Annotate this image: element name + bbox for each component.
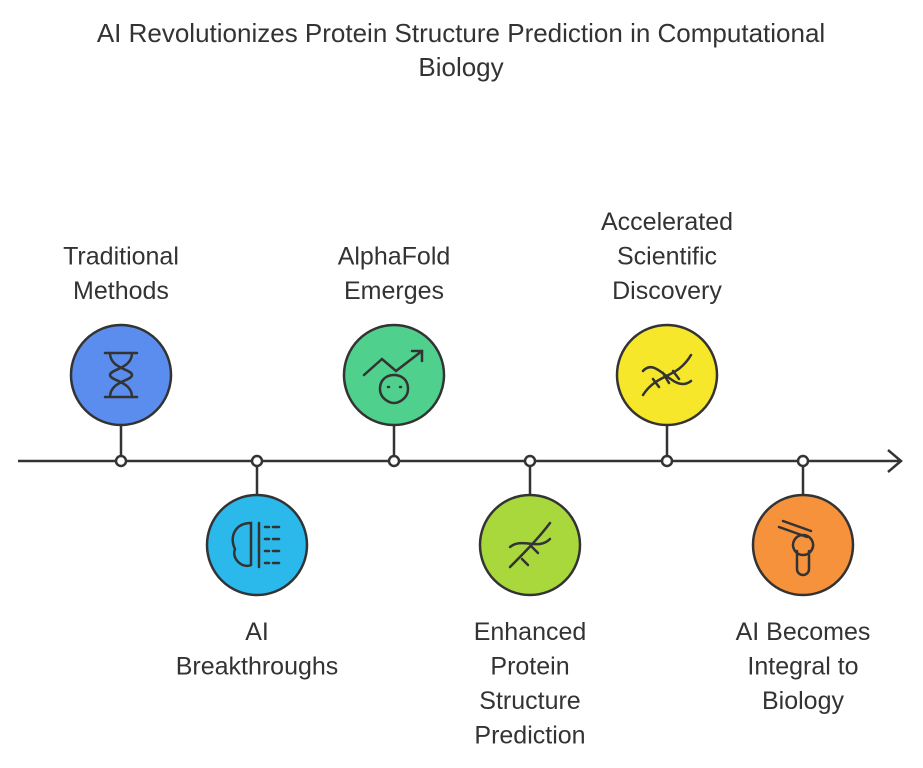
node-circle [69,323,173,427]
node-label: Scientific [617,243,717,271]
timeline-dot [114,454,128,468]
node-label: Discovery [612,277,722,305]
node-label: Breakthroughs [176,653,339,681]
node-icon [362,349,424,405]
title-line: AI Revolutionizes Protein Structure Pred… [97,18,825,48]
node-label: Enhanced [474,618,587,646]
node-icon [231,521,281,569]
node-label: Biology [762,687,844,715]
node-circle [205,493,309,597]
timeline-dot [796,454,810,468]
node-circle [751,493,855,597]
node-label: Prediction [474,722,585,750]
node-label: Integral to [747,653,858,681]
node-label: Structure [479,687,580,715]
node-label: AlphaFold [338,243,451,271]
node-label: Emerges [344,277,444,305]
node-icon [777,519,815,577]
timeline-dot [660,454,674,468]
node-label: Traditional [63,243,179,271]
timeline-dot [387,454,401,468]
node-label: Protein [490,653,569,681]
node-label: AI [245,618,269,646]
node-label: AI Becomes [736,618,871,646]
timeline-dot [523,454,537,468]
node-label: Accelerated [601,208,733,236]
axis-arrow [887,449,903,473]
title-line: Biology [418,52,503,82]
node-icon [641,353,693,397]
node-icon [103,351,139,399]
timeline-dot [250,454,264,468]
node-icon [508,521,552,569]
node-label: Methods [73,277,169,305]
